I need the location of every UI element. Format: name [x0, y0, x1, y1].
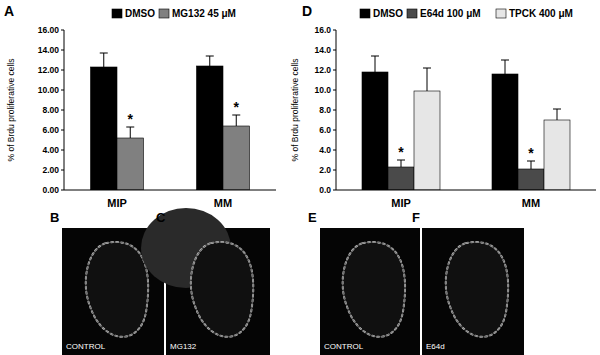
image-label: CONTROL [324, 342, 364, 351]
bar [492, 74, 518, 190]
error-bar [206, 56, 214, 66]
cell-outline-inner [191, 242, 253, 337]
bar-chart: D % of Brdu proliferative cells 0.0 2.0 4.0 6… [290, 3, 596, 209]
axis-title: % of Brdu proliferative cells [6, 59, 16, 162]
legend-label: DMSO [125, 8, 155, 19]
category-label: MM [522, 197, 540, 209]
tick-label: 2.0 [319, 165, 331, 175]
image-background [320, 228, 420, 355]
labels: ** [398, 144, 534, 161]
tick-label: 10.00 [38, 85, 60, 95]
error-bar [553, 109, 561, 120]
error-bar [371, 56, 379, 72]
cell-outline [446, 242, 508, 337]
legend-swatch [112, 9, 122, 18]
cell-outline [86, 242, 148, 337]
tick-label: 6.00 [42, 125, 59, 135]
image-label: MG132 [170, 342, 197, 351]
tick-label: 14.00 [38, 45, 60, 55]
micrograph: E64d F [412, 210, 524, 355]
significance-mark: * [528, 145, 534, 161]
tick-label: 8.0 [319, 105, 331, 115]
tick-label: 6.0 [319, 125, 331, 135]
legend-label: DMSO [373, 8, 403, 19]
cell-outline-inner [446, 242, 508, 337]
bar [197, 66, 224, 190]
labels: ** [128, 99, 240, 127]
bar [414, 91, 440, 190]
bar [117, 138, 144, 190]
bar-chart: A % of Brdu proliferative cells 0.00 2.00 4.… [4, 3, 276, 209]
cell-outline [343, 242, 405, 337]
y-axis [336, 30, 337, 190]
tick-label: 4.0 [319, 145, 331, 155]
cell-outline [191, 242, 253, 337]
category-label: MIP [391, 197, 411, 209]
image-label: E64d [426, 342, 445, 351]
legend-swatch [360, 9, 370, 18]
bar [223, 126, 250, 190]
axis-title: % of Brdu proliferative cells [290, 59, 300, 162]
bar [388, 167, 414, 190]
error-bar [423, 68, 431, 91]
tick-label: 0.0 [319, 185, 331, 195]
significance-mark: * [398, 144, 404, 160]
category-label: MIP [107, 197, 127, 209]
significance-mark: * [128, 111, 134, 127]
tick-label: 0.00 [42, 185, 59, 195]
micrograph: MG132 C [141, 208, 270, 355]
bar [91, 67, 118, 190]
panel-label: F [412, 210, 420, 225]
x-axis [64, 190, 276, 191]
tick-label: 4.00 [42, 145, 59, 155]
image-background [422, 228, 524, 355]
panel-label: A [4, 3, 14, 19]
bar [362, 72, 388, 190]
legend-swatch [407, 9, 417, 18]
tick-label: 12.0 [314, 65, 331, 75]
error-bar [397, 160, 405, 167]
legend-label: TPCK 400 μM [509, 8, 573, 19]
legend-label: MG132 45 μM [172, 8, 236, 19]
tick-label: 14.0 [314, 45, 331, 55]
cell-outline-inner [86, 242, 148, 337]
legend-swatch [159, 9, 169, 18]
panel-label: B [50, 210, 59, 225]
tick-label: 16.0 [314, 25, 331, 35]
significance-mark: * [234, 99, 240, 115]
tick-label: 8.00 [42, 105, 59, 115]
bars [362, 56, 570, 190]
tick-label: 12.00 [38, 65, 60, 75]
bar [518, 169, 544, 190]
error-bar [100, 53, 108, 67]
legend-label: E64d 100 μM [420, 8, 481, 19]
bar [544, 120, 570, 190]
bars [91, 53, 250, 190]
legend-swatch [496, 9, 506, 18]
figure: A % of Brdu proliferative cells 0.00 2.00 4.… [0, 0, 600, 355]
panel-label: D [302, 3, 312, 19]
tick-label: 16.00 [38, 25, 60, 35]
tick-label: 10.0 [314, 85, 331, 95]
panel-label: E [308, 210, 317, 225]
error-bar [232, 115, 240, 126]
error-bar [126, 127, 134, 138]
panel-label: C [156, 210, 166, 225]
category-label: MM [214, 197, 232, 209]
image-label: CONTROL [66, 342, 106, 351]
micrograph: CONTROL E [308, 210, 420, 355]
tick-label: 2.00 [42, 165, 59, 175]
error-bar [501, 60, 509, 74]
y-axis [64, 30, 65, 190]
cell-outline-inner [343, 242, 405, 337]
error-bar [527, 161, 535, 169]
x-axis [336, 190, 596, 191]
